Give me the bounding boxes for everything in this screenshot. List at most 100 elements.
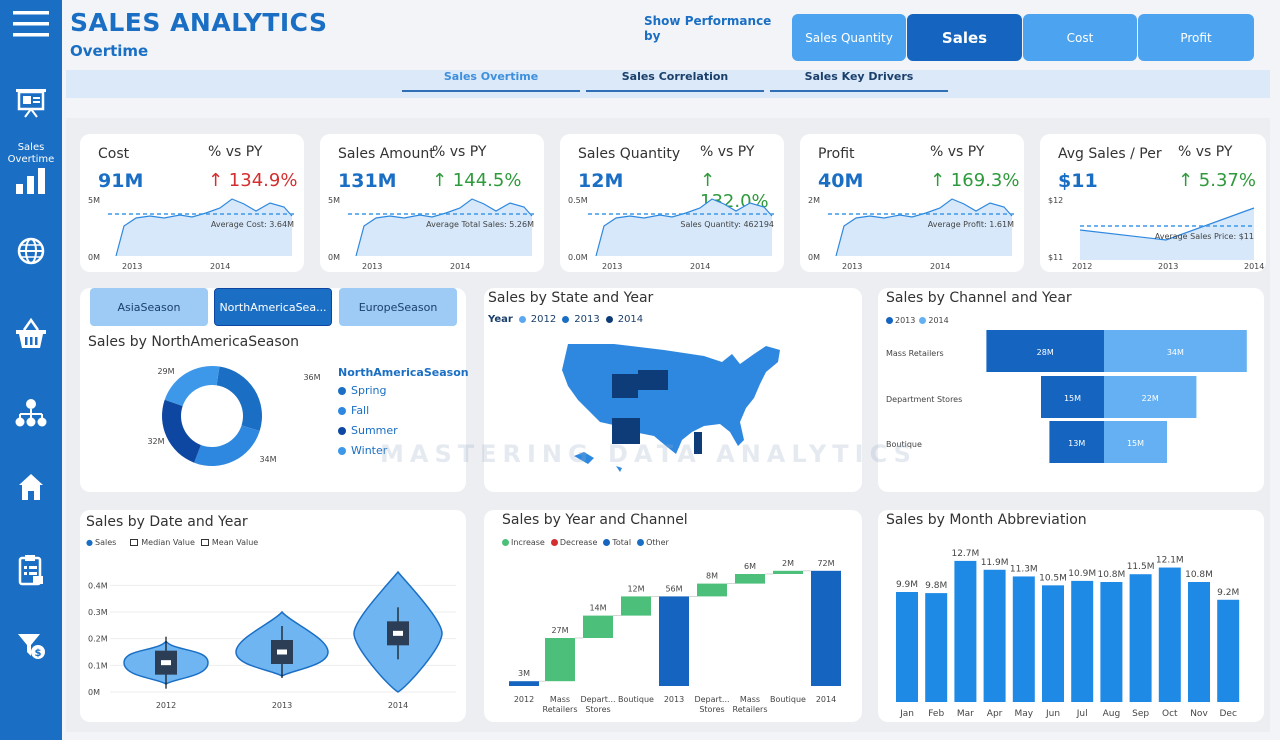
violin-x-label: 2013 (272, 701, 292, 710)
header: SALES ANALYTICS Overtime Show Performanc… (66, 8, 1270, 98)
month-x-label: Aug (1103, 709, 1121, 719)
waterfall-x-label: Retailers (543, 705, 578, 714)
month-x-label: Mar (957, 709, 974, 719)
donut-label: 32M (147, 437, 164, 446)
sales-quantity-button[interactable]: Sales Quantity (792, 14, 906, 61)
kpi-card: Profit % vs PY 40M ↑ 169.3% 2M 0M Average … (800, 134, 1024, 272)
violin-median (161, 660, 171, 666)
month-bar-label: 10.9M (1068, 569, 1096, 579)
channel-category-label: Department Stores (886, 395, 962, 404)
waterfall-x-label: Depart... (580, 695, 615, 704)
waterfall-bar (659, 596, 689, 686)
channel-bar-2014 (1104, 421, 1167, 463)
channel-bar-label: 15M (1064, 394, 1081, 403)
donut-slice (194, 425, 260, 466)
filter-money-icon[interactable]: $ (0, 632, 62, 660)
channel-bar-label: 34M (1167, 348, 1184, 357)
kpi-ref-label: Average Profit: 1.61M (928, 220, 1014, 229)
month-bar-label: 11.3M (1010, 564, 1038, 574)
donut-label: 34M (259, 455, 276, 464)
season-button-asia[interactable]: AsiaSeason (90, 288, 208, 326)
season-legend-title: NorthAmericaSeason (338, 366, 469, 379)
usa-map (562, 344, 780, 472)
waterfall-x-label: Stores (699, 705, 724, 714)
kpi-y-bottom: 0.0M (568, 253, 588, 262)
month-x-label: Jan (899, 709, 914, 719)
waterfall-label: 56M (665, 584, 682, 593)
kpi-sparkline: 5M 0M Average Cost: 3.64M 2013 2014 (88, 196, 294, 270)
kpi-py-label: % vs PY (432, 144, 487, 160)
waterfall-x-label: 2013 (664, 695, 684, 704)
kpi-line (595, 198, 773, 257)
kpi-x-label: 2013 (1158, 262, 1178, 270)
presentation-icon[interactable] (0, 86, 62, 120)
violin-y-tick: 0.4M (88, 581, 108, 590)
profit-button[interactable]: Profit (1138, 14, 1254, 61)
kpi-x-label: 2013 (362, 262, 382, 270)
menu-icon[interactable] (0, 8, 62, 40)
donut-slice (216, 366, 262, 432)
violin-median (277, 649, 287, 655)
kpi-card: Avg Sales / Per % vs PY $11 ↑ 5.37% $12 $… (1040, 134, 1266, 272)
kpi-name: Cost (98, 146, 130, 162)
month-bar-label: 11.9M (981, 558, 1009, 568)
month-bar (1158, 567, 1181, 702)
channel-bar-2013 (986, 330, 1104, 372)
season-chart-title: Sales by NorthAmericaSeason (88, 334, 300, 350)
globe-icon[interactable] (0, 236, 62, 266)
kpi-y-bottom: 0M (328, 253, 340, 262)
home-icon[interactable] (0, 472, 62, 502)
month-bar-label: 10.8M (1097, 570, 1125, 580)
waterfall-bar (735, 574, 765, 584)
month-card: Sales by Month Abbreviation 9.9M Jan 9.8M F… (878, 510, 1264, 722)
violin-x-label: 2014 (388, 701, 408, 710)
kpi-ref-label: Average Cost: 3.64M (211, 220, 294, 229)
waterfall-label: 3M (518, 669, 530, 678)
kpi-value: 131M (338, 170, 397, 192)
tab-sales-key-drivers[interactable]: Sales Key Drivers (770, 70, 948, 92)
basket-icon[interactable] (0, 318, 62, 350)
season-button-northamerica[interactable]: NorthAmericaSea... (214, 288, 332, 326)
hierarchy-icon[interactable] (0, 398, 62, 428)
waterfall-x-label: Depart... (694, 695, 729, 704)
sidebar-item-sales-overtime[interactable]: Sales Overtime (0, 142, 62, 194)
kpi-y-bottom: $11 (1048, 253, 1063, 262)
kpi-line (1079, 207, 1255, 241)
channel-legend: 2013 2014 (886, 316, 949, 325)
waterfall-label: 14M (589, 604, 606, 613)
month-x-label: Dec (1219, 709, 1236, 719)
kpi-sparkline: 5M 0M Average Total Sales: 5.26M 2013 2014 (328, 196, 534, 270)
clipboard-icon[interactable] (0, 554, 62, 586)
channel-bar-chart: Mass Retailers 28M 34M Department Stores 15M… (886, 330, 1247, 463)
month-bar-label: 9.9M (896, 580, 918, 590)
kpi-name: Sales Quantity (578, 146, 681, 162)
sidebar: Sales Overtime $ (0, 0, 62, 740)
kpi-name: Profit (818, 146, 855, 162)
season-button-europe[interactable]: EuropeSeason (339, 288, 457, 326)
kpi-sparkline: $12 $11 Average Sales Price: $11 2012 2013 20… (1048, 196, 1264, 270)
cost-button[interactable]: Cost (1023, 14, 1137, 61)
waterfall-label: 2M (782, 559, 794, 568)
kpi-x-label: 2014 (1244, 262, 1264, 270)
waterfall-chart-title: Sales by Year and Channel (502, 512, 688, 528)
waterfall-bar (697, 583, 727, 597)
waterfall-x-label: Mass (740, 695, 760, 704)
waterfall-label: 12M (627, 584, 644, 593)
kpi-name: Avg Sales / Per (1058, 146, 1162, 162)
kpi-ref-label: Average Total Sales: 5.26M (426, 220, 534, 229)
waterfall-x-label: Mass (550, 695, 570, 704)
kpi-y-bottom: 0M (88, 253, 100, 262)
month-bar (1129, 574, 1152, 702)
kpi-pct-change: ↑ 134.9% (208, 170, 298, 191)
violin-chart: 0M 0.1M 0.2M 0.3M 0.4M 2012 2013 2014 (88, 570, 456, 710)
month-bar-label: 12.1M (1156, 556, 1184, 566)
month-bar-label: 9.2M (1217, 588, 1239, 598)
channel-bar-2014 (1104, 330, 1247, 372)
sales-button[interactable]: Sales (907, 14, 1022, 61)
tab-sales-correlation[interactable]: Sales Correlation (586, 70, 764, 92)
kpi-value: $11 (1058, 170, 1098, 192)
tab-sales-overtime[interactable]: Sales Overtime (402, 70, 580, 92)
state-map-legend: Year 2012 2013 2014 (488, 314, 644, 325)
waterfall-label: 27M (551, 626, 568, 635)
bar-chart-icon (16, 168, 45, 194)
